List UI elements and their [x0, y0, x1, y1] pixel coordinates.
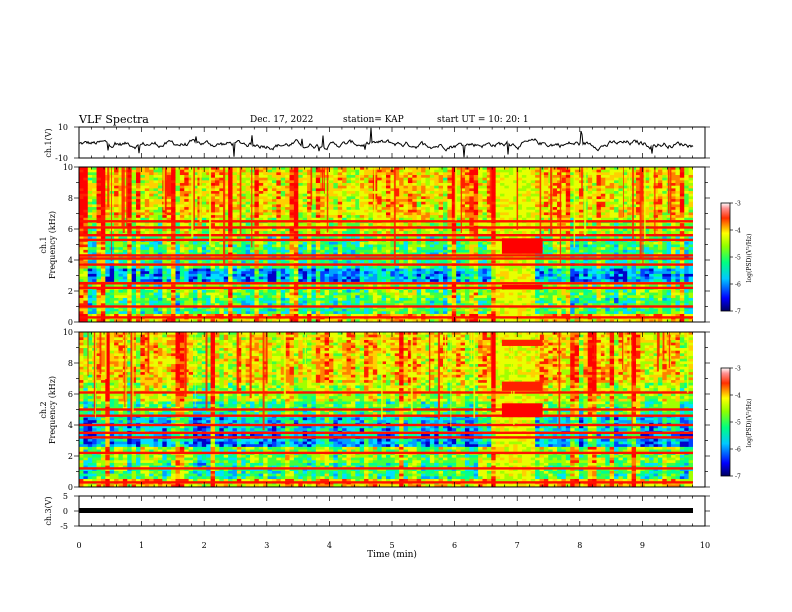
x-tick-label: 1	[139, 541, 144, 550]
ch1-ylabel: ch.1(V)	[44, 128, 53, 157]
ch2-colorbar: -3 -4 -5 -6 -7 log(PSD)(V²/Hz)	[720, 366, 753, 481]
freq-tick-label: 4	[68, 256, 73, 265]
x-tick-label: 0	[76, 541, 81, 550]
ch2-spectrogram-image	[79, 332, 705, 488]
ch1-ytick-bottom: -10	[55, 154, 68, 163]
colorbar-tick-label: -4	[735, 393, 741, 400]
freq-tick-label: 8	[68, 359, 73, 368]
ch2-ylabel-line2: Frequency (kHz)	[48, 376, 57, 444]
chart-title: VLF Spectra	[79, 113, 149, 126]
x-tick-label: 8	[577, 541, 582, 550]
freq-tick-label: 0	[68, 318, 73, 327]
freq-tick-label: 10	[63, 163, 73, 172]
ch2-spectrogram-panel: 0 2 4 6 8 10 ch.2 Frequency (kHz)	[39, 328, 710, 492]
ch3-waveform-panel: 5 0 -5 ch.3(V)	[44, 492, 710, 531]
colorbar-tick-label: -4	[735, 228, 741, 235]
ch3-ytick-mid: 0	[63, 507, 68, 516]
x-tick-label: 10	[700, 541, 710, 550]
station-label: station= KAP	[343, 115, 404, 125]
colorbar-tick-label: -3	[735, 201, 741, 208]
x-tick-labels: 0 1 2 3 4 5 6 7 8 9 10	[76, 541, 710, 550]
ch1-waveform-panel: 10 -10 ch.1(V)	[44, 123, 710, 163]
x-tick-label: 7	[515, 541, 520, 550]
freq-tick-label: 6	[68, 390, 73, 399]
x-axis-label: Time (min)	[367, 549, 417, 560]
ch3-ylabel: ch.3(V)	[44, 496, 53, 525]
x-tick-label: 4	[327, 541, 332, 550]
freq-tick-label: 4	[68, 421, 73, 430]
colorbar-tick-label: -7	[735, 309, 741, 316]
colorbar-tick-label: -5	[735, 255, 741, 262]
colorbar-tick-label: -6	[735, 282, 741, 289]
ch3-ytick-top: 5	[63, 492, 68, 501]
start-time-label: start UT = 10: 20: 1	[437, 115, 529, 125]
x-tick-label: 6	[452, 541, 457, 550]
ch1-colorbar-label: log(PSD)(V²/Hz)	[746, 234, 753, 283]
date-label: Dec. 17, 2022	[250, 115, 314, 125]
ch1-waveform-line	[78, 127, 694, 158]
ch1-ytick-top: 10	[58, 123, 68, 132]
colorbar-tick-label: -3	[735, 366, 741, 373]
ch2-colorbar-label: log(PSD)(V²/Hz)	[746, 399, 753, 448]
colorbar-tick-label: -7	[735, 474, 741, 481]
freq-tick-label: 0	[68, 483, 73, 492]
freq-tick-label: 8	[68, 194, 73, 203]
freq-tick-label: 2	[68, 452, 73, 461]
ch1-spectrogram-image	[79, 167, 705, 323]
x-tick-label: 9	[640, 541, 645, 550]
ch3-waveform-band	[79, 508, 693, 513]
ch3-ytick-bottom: -5	[60, 522, 68, 531]
freq-tick-label: 10	[63, 328, 73, 337]
colorbar-tick-label: -5	[735, 420, 741, 427]
x-tick-label: 3	[264, 541, 269, 550]
ch1-spectrogram-panel: 0 2 4 6 8 10 ch.1 Frequency (kHz)	[39, 163, 710, 327]
colorbar-tick-label: -6	[735, 447, 741, 454]
freq-tick-label: 2	[68, 287, 73, 296]
ch1-ylabel-line2: Frequency (kHz)	[48, 211, 57, 279]
x-tick-label: 5	[389, 541, 394, 550]
freq-tick-label: 6	[68, 225, 73, 234]
x-tick-label: 2	[202, 541, 207, 550]
ch1-colorbar: -3 -4 -5 -6 -7 log(PSD)(V²/Hz)	[720, 201, 753, 316]
ch2-ylabel-line1: ch.2	[39, 401, 48, 418]
ch1-ylabel-line1: ch.1	[39, 236, 48, 253]
